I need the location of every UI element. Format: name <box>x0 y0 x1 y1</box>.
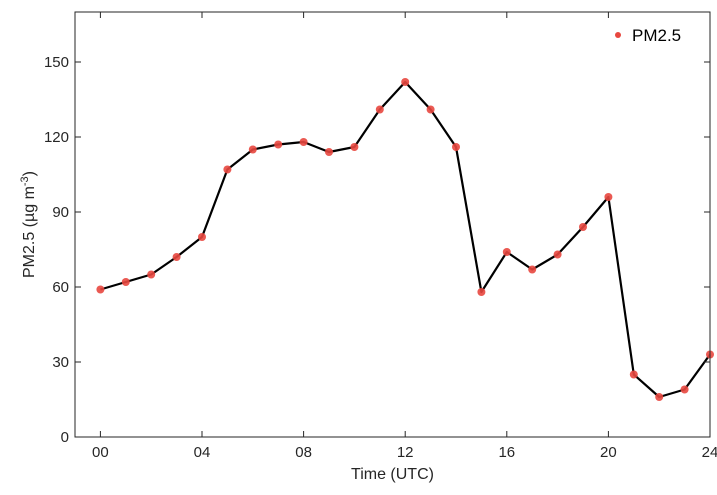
data-point <box>452 143 460 151</box>
legend: PM2.5 <box>615 26 681 45</box>
data-point <box>299 138 308 146</box>
x-tick-label: 04 <box>194 444 211 461</box>
y-axis-label-superscript: -3 <box>19 176 31 186</box>
y-axis-label: PM2.5 (µg m-3) <box>19 171 38 278</box>
x-tick-label: 24 <box>702 444 717 461</box>
legend-marker <box>615 32 621 38</box>
data-point <box>325 148 333 156</box>
y-axis-label-main: PM2.5 (µg m <box>21 186 38 278</box>
x-tick-label: 08 <box>295 444 312 461</box>
y-tick-label: 120 <box>44 129 69 146</box>
x-axis-label: Time (UTC) <box>351 466 434 483</box>
y-tick-label: 90 <box>52 204 69 221</box>
axes-box <box>74 11 711 438</box>
data-point <box>223 165 232 174</box>
x-tick-label: 12 <box>397 444 414 461</box>
data-point <box>375 105 384 114</box>
data-point <box>579 223 587 231</box>
data-point <box>198 233 206 241</box>
data-point <box>172 253 181 261</box>
y-tick-label: 150 <box>44 54 69 71</box>
data-point <box>502 248 511 256</box>
y-axis-label-close: ) <box>21 171 38 176</box>
data-point <box>96 285 105 294</box>
data-point <box>350 143 359 151</box>
plot-area <box>96 78 714 401</box>
series-line <box>100 80 711 399</box>
legend-label: PM2.5 <box>632 26 681 45</box>
data-point <box>528 265 537 274</box>
data-point <box>477 288 486 296</box>
data-point <box>248 145 257 154</box>
y-tick-label: 60 <box>52 279 69 296</box>
data-point <box>680 385 689 394</box>
data-point <box>604 193 613 201</box>
data-point <box>401 78 410 86</box>
x-tick-label: 00 <box>92 444 109 461</box>
data-point <box>655 393 664 401</box>
y-tick-label: 30 <box>52 354 69 371</box>
data-point <box>426 105 435 114</box>
x-tick-label: 16 <box>498 444 515 461</box>
data-point <box>629 370 638 379</box>
x-tick-label: 20 <box>600 444 617 461</box>
data-point <box>553 250 562 259</box>
data-point <box>274 140 283 149</box>
axes: 00 04 08 12 16 20 24 0 30 60 90 120 150 Time (UTC) PM2… <box>19 11 717 483</box>
data-point <box>121 278 130 286</box>
y-tick-label: 0 <box>61 429 69 446</box>
data-point <box>147 270 156 279</box>
